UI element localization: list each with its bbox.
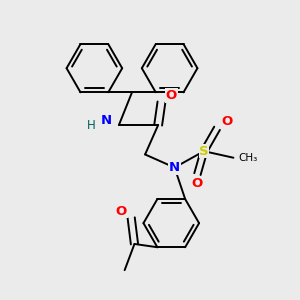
Text: H: H: [87, 118, 95, 131]
Text: O: O: [192, 177, 203, 190]
Text: O: O: [221, 115, 233, 128]
Text: O: O: [116, 205, 127, 218]
Text: CH₃: CH₃: [238, 153, 258, 163]
Text: O: O: [166, 89, 177, 102]
Text: N: N: [100, 114, 111, 127]
Text: N: N: [169, 161, 180, 174]
Text: S: S: [199, 145, 209, 158]
